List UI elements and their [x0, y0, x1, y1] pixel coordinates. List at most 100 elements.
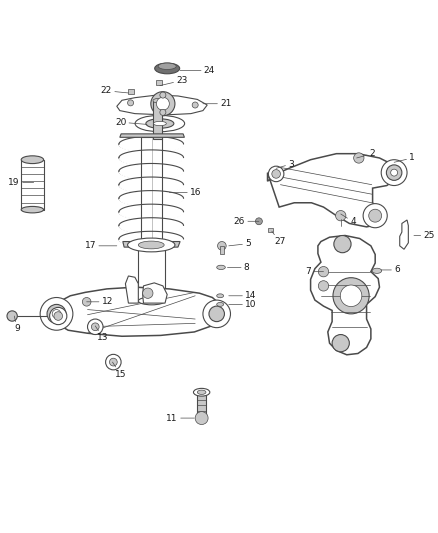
Circle shape: [52, 310, 61, 318]
Circle shape: [318, 266, 328, 277]
Circle shape: [192, 102, 198, 108]
Circle shape: [369, 209, 381, 222]
Circle shape: [363, 204, 387, 228]
Text: 3: 3: [276, 159, 294, 168]
Text: 13: 13: [95, 326, 109, 343]
Text: 8: 8: [227, 263, 250, 272]
Circle shape: [386, 165, 402, 180]
Circle shape: [195, 411, 208, 425]
Text: 7: 7: [306, 267, 324, 276]
Text: 16: 16: [170, 188, 201, 197]
Circle shape: [391, 169, 398, 176]
Ellipse shape: [198, 390, 206, 394]
Ellipse shape: [217, 294, 223, 298]
Circle shape: [340, 285, 362, 306]
Circle shape: [336, 211, 346, 221]
Text: 21: 21: [203, 99, 232, 108]
Circle shape: [318, 281, 328, 291]
Ellipse shape: [153, 122, 166, 126]
Circle shape: [218, 241, 226, 250]
Text: 25: 25: [414, 231, 435, 240]
Circle shape: [92, 323, 99, 330]
Text: 20: 20: [115, 118, 147, 127]
Circle shape: [332, 335, 350, 352]
Text: 17: 17: [85, 241, 117, 251]
Bar: [155, 79, 162, 85]
Text: 19: 19: [8, 178, 34, 187]
Bar: [21, 160, 44, 209]
Circle shape: [255, 218, 262, 225]
Ellipse shape: [21, 206, 44, 213]
Circle shape: [268, 166, 284, 182]
Bar: [220, 246, 224, 254]
Ellipse shape: [158, 63, 176, 69]
Bar: [138, 246, 165, 301]
Circle shape: [334, 236, 351, 253]
Circle shape: [203, 300, 230, 328]
Polygon shape: [120, 134, 184, 138]
Circle shape: [7, 311, 18, 321]
Text: 11: 11: [166, 414, 194, 423]
Ellipse shape: [138, 242, 165, 249]
Circle shape: [160, 109, 166, 115]
Bar: [128, 89, 134, 94]
Circle shape: [82, 297, 91, 306]
Ellipse shape: [21, 156, 44, 164]
Circle shape: [333, 278, 369, 314]
Ellipse shape: [155, 63, 180, 74]
Bar: [268, 228, 273, 232]
Polygon shape: [400, 220, 408, 249]
Text: 26: 26: [234, 217, 259, 226]
Circle shape: [47, 304, 66, 324]
Text: 10: 10: [229, 300, 257, 309]
Text: 1: 1: [394, 154, 415, 163]
Circle shape: [106, 354, 121, 370]
Ellipse shape: [217, 302, 223, 306]
Ellipse shape: [194, 389, 210, 396]
Circle shape: [49, 308, 67, 325]
Circle shape: [54, 312, 63, 320]
Ellipse shape: [138, 241, 164, 249]
Text: 22: 22: [101, 86, 128, 95]
Text: 2: 2: [357, 149, 375, 158]
Bar: [141, 138, 162, 246]
Circle shape: [143, 288, 153, 298]
Text: 27: 27: [272, 231, 285, 246]
Polygon shape: [52, 287, 222, 336]
Circle shape: [160, 92, 166, 98]
Polygon shape: [268, 154, 397, 227]
Circle shape: [353, 153, 364, 163]
Text: 23: 23: [160, 76, 187, 86]
Circle shape: [88, 319, 103, 335]
Circle shape: [209, 306, 224, 321]
Text: 9: 9: [14, 316, 20, 334]
Text: 24: 24: [180, 66, 215, 75]
Bar: [153, 101, 162, 140]
Polygon shape: [143, 283, 167, 303]
Text: 14: 14: [229, 291, 257, 300]
Circle shape: [127, 100, 134, 106]
Text: 12: 12: [87, 297, 113, 306]
Ellipse shape: [372, 268, 381, 273]
Bar: [198, 392, 206, 418]
Circle shape: [156, 97, 170, 110]
Text: 15: 15: [113, 362, 126, 378]
Polygon shape: [125, 276, 138, 303]
Polygon shape: [311, 236, 379, 355]
Ellipse shape: [153, 99, 162, 103]
Text: 4: 4: [341, 214, 356, 226]
Ellipse shape: [217, 265, 225, 270]
Ellipse shape: [146, 119, 174, 128]
Text: 5: 5: [229, 239, 251, 248]
Ellipse shape: [127, 238, 175, 252]
Ellipse shape: [138, 297, 165, 305]
Circle shape: [40, 297, 73, 330]
Polygon shape: [123, 241, 180, 247]
Ellipse shape: [135, 115, 185, 132]
Circle shape: [381, 160, 407, 185]
Circle shape: [110, 358, 117, 366]
Circle shape: [151, 92, 175, 116]
Text: 6: 6: [381, 265, 400, 274]
Circle shape: [272, 169, 280, 178]
Polygon shape: [117, 95, 207, 115]
